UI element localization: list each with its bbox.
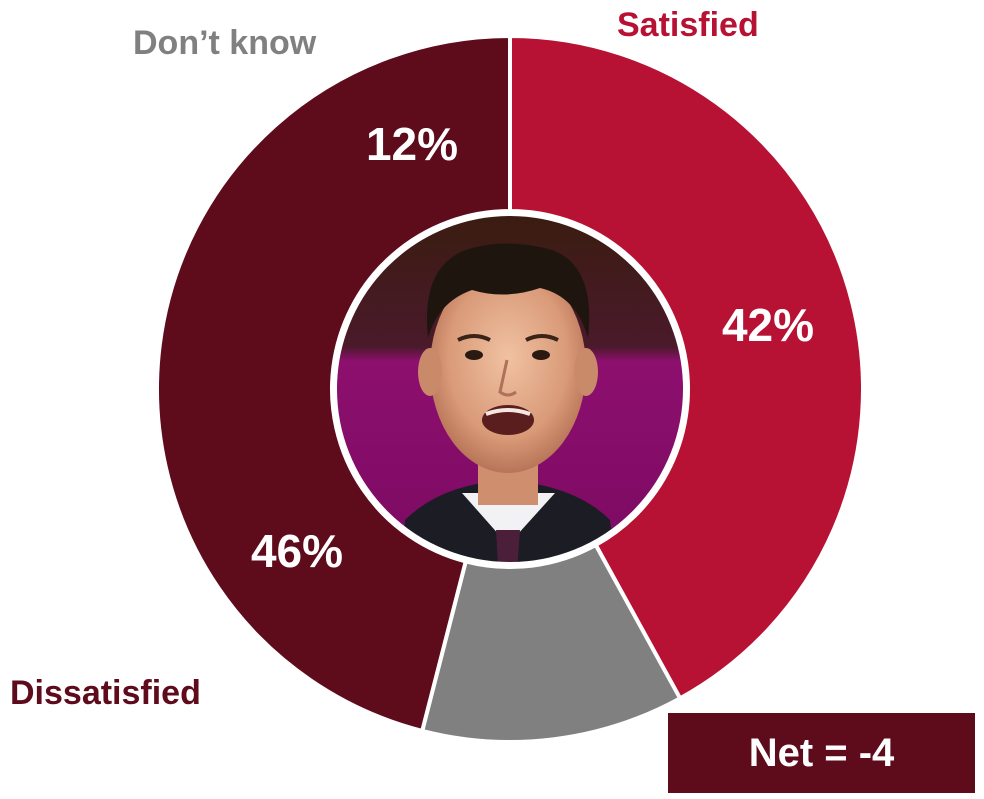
value-label-don-t-know: 12% [366, 118, 458, 170]
net-score-box: Net = -4 [668, 713, 975, 793]
label-dont-know: Don’t know [133, 24, 317, 62]
value-label-satisfied: 42% [722, 299, 814, 351]
label-satisfied: Satisfied [617, 6, 759, 44]
net-score-text: Net = -4 [748, 730, 895, 775]
photo-ring [331, 210, 689, 568]
label-dissatisfied: Dissatisfied [10, 674, 201, 712]
center-portrait-photo [336, 215, 684, 563]
value-label-dissatisfied: 46% [251, 525, 343, 577]
